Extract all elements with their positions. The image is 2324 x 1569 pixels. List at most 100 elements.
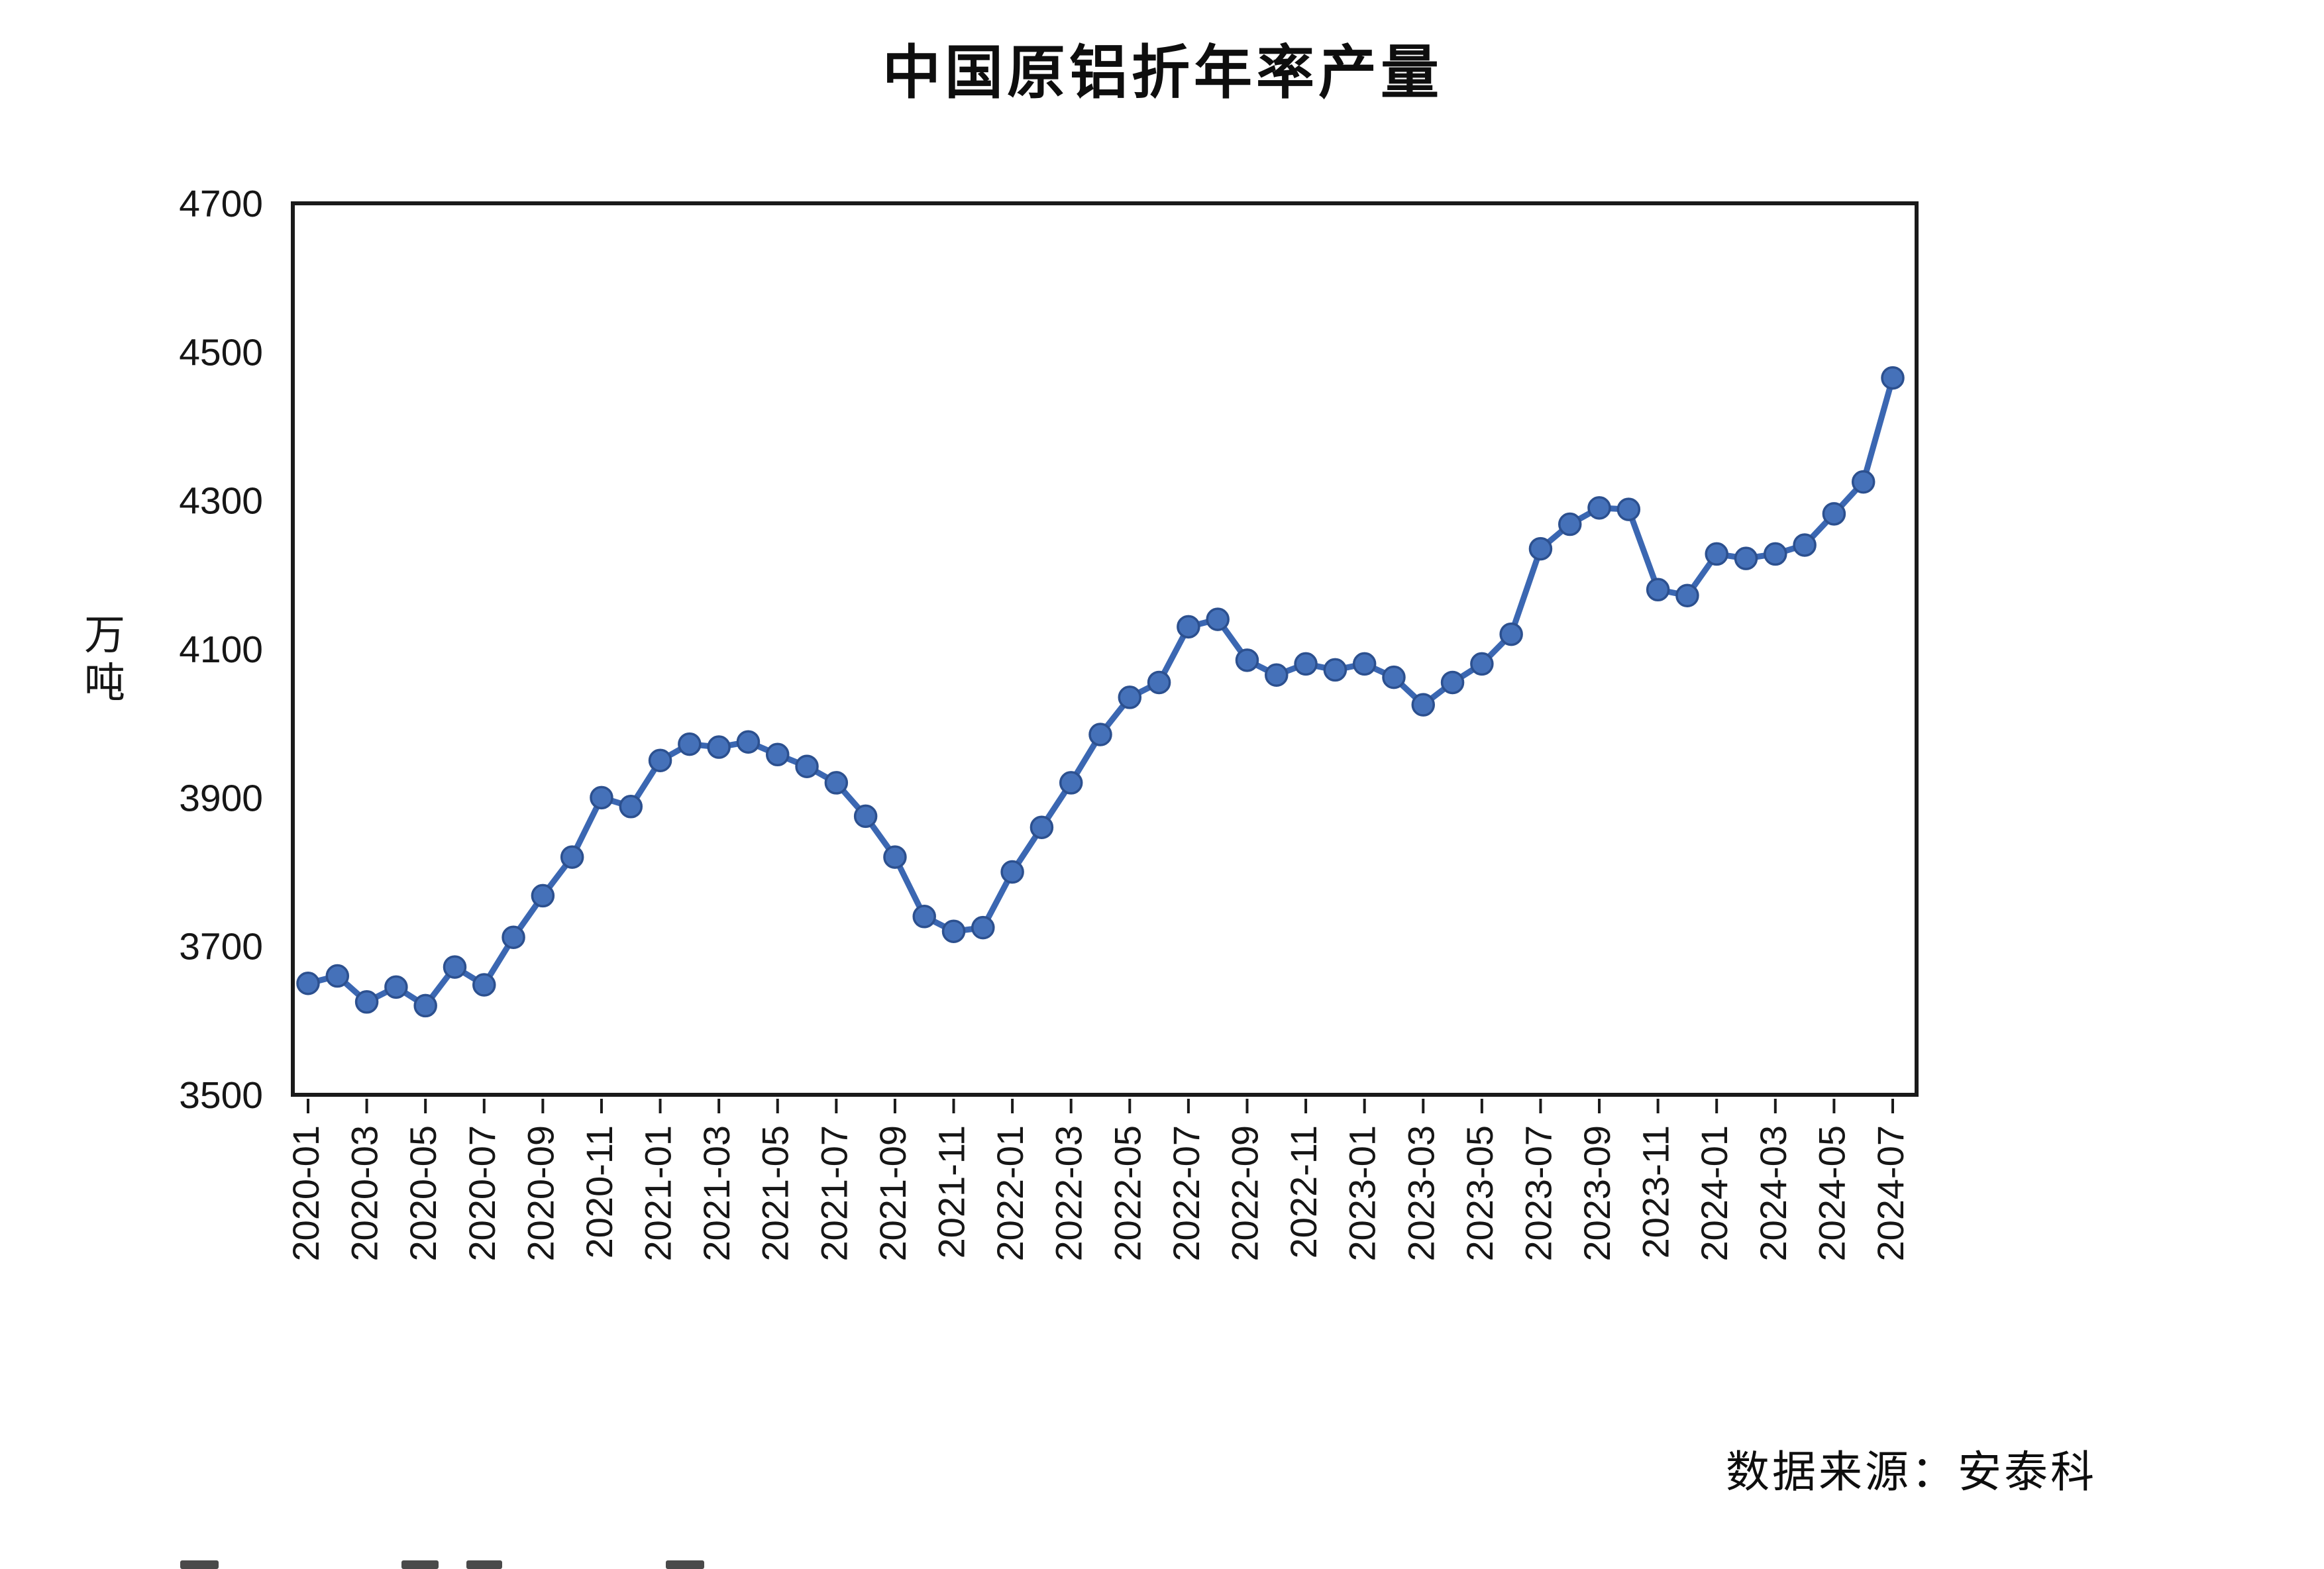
x-tick-label: 2021-03: [696, 1125, 737, 1262]
data-point: [736, 730, 761, 754]
x-tick-label: 2020-01: [285, 1125, 327, 1262]
x-tick-label: 2021-09: [872, 1125, 914, 1262]
x-tick-label: 2023-11: [1635, 1125, 1677, 1258]
data-point: [707, 735, 731, 759]
data-point: [384, 975, 408, 999]
data-point: [1499, 622, 1523, 646]
data-point: [1675, 583, 1699, 607]
y-axis-unit-char: 万: [84, 613, 125, 658]
y-tick-label: 4100: [179, 629, 263, 671]
x-tick-label: 2024-05: [1811, 1125, 1852, 1262]
data-point: [1793, 533, 1817, 557]
x-tick-label: 2022-07: [1165, 1125, 1207, 1262]
x-tick-label: 2021-05: [755, 1125, 796, 1262]
data-point: [502, 925, 525, 949]
data-point: [1734, 546, 1758, 570]
data-point: [883, 845, 907, 869]
cutoff-text-fragment: [180, 1560, 219, 1569]
cropped-next-row-text: [180, 1560, 704, 1569]
data-point: [1382, 665, 1406, 689]
y-tick-label: 3900: [179, 777, 263, 819]
x-tick-label: 2020-09: [519, 1125, 561, 1262]
data-point: [619, 795, 643, 819]
x-tick-label: 2021-11: [931, 1125, 973, 1258]
plot-layer: 3500 3700 3900 4100 4300 4500 4700 2020-01 2020-…: [179, 183, 1911, 1262]
x-tick-label: 2024-03: [1752, 1125, 1794, 1262]
cutoff-text-fragment: [466, 1560, 502, 1569]
data-point: [1030, 815, 1054, 839]
data-point: [1147, 670, 1171, 695]
x-tick-label: 2023-05: [1459, 1125, 1501, 1262]
data-point: [1177, 615, 1200, 639]
x-tick-label: 2022-03: [1048, 1125, 1090, 1262]
data-point: [1323, 658, 1347, 682]
data-point: [1764, 542, 1787, 566]
y-tick-label: 4300: [179, 480, 263, 523]
x-tick-label: 2023-07: [1517, 1125, 1559, 1262]
data-point: [824, 771, 849, 795]
data-point: [971, 915, 995, 940]
data-point: [1000, 860, 1024, 884]
x-tick-label: 2023-03: [1400, 1125, 1442, 1262]
data-point: [1206, 607, 1230, 631]
x-tick-label: 2020-03: [344, 1125, 386, 1262]
data-point: [1528, 536, 1553, 561]
x-tick-label: 2023-01: [1342, 1125, 1383, 1262]
data-point: [1616, 497, 1641, 521]
data-point: [1118, 685, 1142, 709]
data-point: [296, 972, 320, 995]
data-point: [443, 955, 467, 979]
y-tick-label: 3700: [179, 926, 263, 968]
x-tick-label: 2021-07: [813, 1125, 855, 1262]
data-point: [1470, 652, 1494, 676]
data-point: [1294, 652, 1318, 676]
data-point: [1646, 578, 1670, 602]
data-point: [1411, 693, 1436, 717]
data-point: [1851, 470, 1875, 494]
x-tick-label: 2022-05: [1106, 1125, 1148, 1262]
data-point: [1822, 502, 1846, 526]
data-point: [1705, 542, 1728, 566]
data-point: [325, 964, 350, 988]
data-point: [1352, 652, 1377, 676]
data-point: [1059, 771, 1083, 795]
data-point: [1088, 723, 1112, 746]
data-point: [678, 732, 702, 756]
data-point: [1235, 648, 1259, 672]
y-tick-label: 4700: [179, 183, 263, 225]
x-tick-label: 2022-11: [1283, 1125, 1324, 1258]
data-point: [590, 785, 613, 810]
data-point: [1440, 670, 1465, 695]
data-point: [560, 845, 584, 869]
data-point: [1881, 366, 1905, 390]
data-point: [912, 905, 936, 929]
y-tick-label: 4500: [179, 331, 263, 374]
data-point: [1265, 663, 1289, 687]
x-tick-label: 2024-07: [1870, 1125, 1911, 1262]
series-line: [305, 375, 1896, 1009]
x-tick-label: 2022-01: [989, 1125, 1031, 1262]
y-axis-unit-label: 万吨: [84, 613, 125, 706]
y-axis-unit-char: 吨: [84, 660, 125, 706]
data-point: [354, 990, 379, 1014]
source-note: 数据来源：安泰科: [1726, 1447, 2097, 1496]
data-point: [1558, 512, 1582, 536]
y-tick-label: 3500: [179, 1074, 263, 1117]
chart-title: 中国原铝折年率产量: [882, 40, 1443, 105]
data-point: [853, 804, 878, 829]
data-point: [648, 748, 672, 772]
x-tick-label: 2024-01: [1693, 1125, 1735, 1262]
x-tick-label: 2021-01: [637, 1125, 679, 1262]
plot-area-border: [291, 201, 1919, 1097]
cutoff-text-fragment: [666, 1560, 704, 1569]
x-tick-label: 2020-07: [461, 1125, 503, 1262]
x-tick-label: 2023-09: [1576, 1125, 1618, 1262]
x-tick-label: 2020-11: [578, 1125, 620, 1258]
data-point: [413, 993, 437, 1018]
data-point: [1587, 496, 1611, 520]
cutoff-text-fragment: [401, 1560, 439, 1569]
data-point: [941, 919, 966, 943]
data-point: [795, 754, 819, 778]
x-tick-label: 2022-09: [1224, 1125, 1265, 1262]
